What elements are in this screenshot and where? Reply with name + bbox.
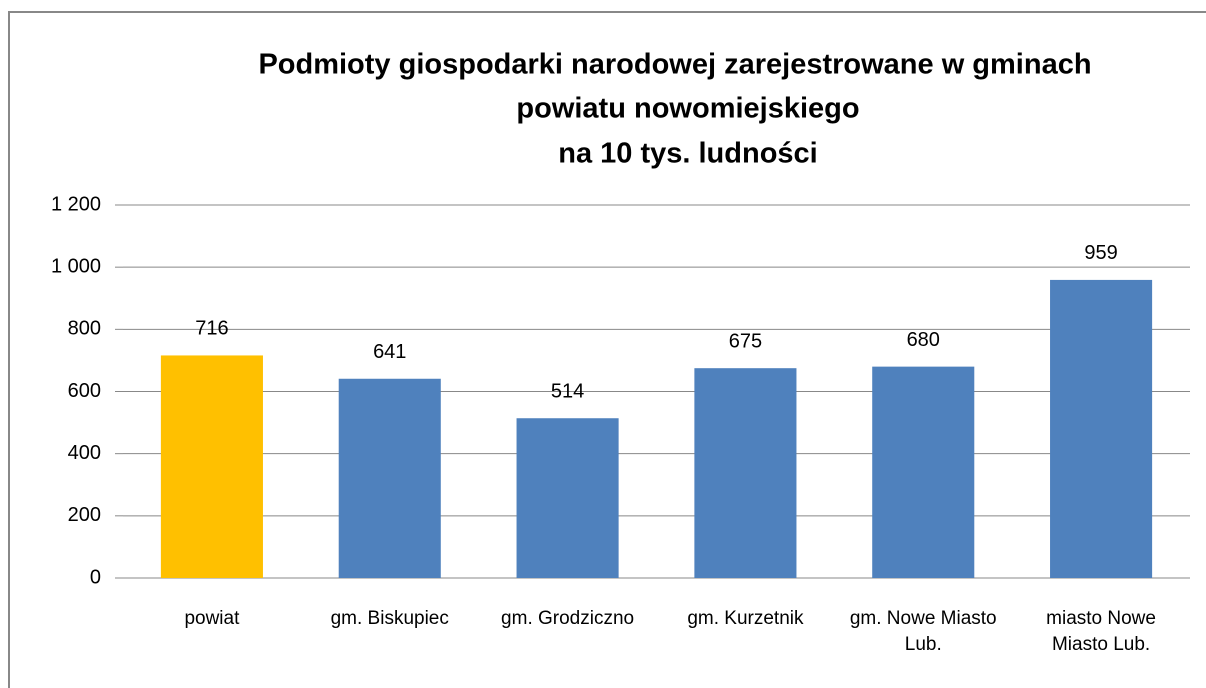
y-tick-label: 0 <box>90 566 101 588</box>
data-label: 680 <box>907 329 940 351</box>
y-tick-label: 800 <box>68 318 101 340</box>
x-tick-label: gm. Nowe Miasto Lub. <box>849 608 997 655</box>
bar <box>694 368 797 578</box>
x-tick-label: powiat <box>184 608 240 629</box>
bar <box>338 378 441 578</box>
bar <box>516 418 619 578</box>
y-tick-label: 1 200 <box>51 193 101 215</box>
x-tick-label: gm. Kurzetnik <box>687 608 804 629</box>
y-tick-label: 200 <box>68 504 101 526</box>
y-tick-label: 1 000 <box>51 255 101 277</box>
bar <box>1050 279 1153 578</box>
chart-title: Podmioty giospodarki narodowej zarejestr… <box>258 49 1091 81</box>
data-label: 716 <box>195 318 228 340</box>
y-tick-label: 400 <box>68 442 101 464</box>
x-tick-label: gm. Biskupiec <box>330 608 449 629</box>
data-label: 514 <box>551 381 584 403</box>
x-tick-label: gm. Grodziczno <box>501 608 635 629</box>
chart-title: powiatu nowomiejskiego <box>516 93 859 125</box>
x-tick-label: miasto Nowe Miasto Lub. <box>1046 608 1156 655</box>
data-label: 641 <box>373 341 406 363</box>
bar <box>160 355 263 578</box>
data-label: 959 <box>1084 242 1117 264</box>
y-tick-label: 600 <box>68 380 101 402</box>
bar <box>872 366 975 578</box>
data-label: 675 <box>729 330 762 352</box>
chart-title: na 10 tys. ludności <box>558 138 817 170</box>
